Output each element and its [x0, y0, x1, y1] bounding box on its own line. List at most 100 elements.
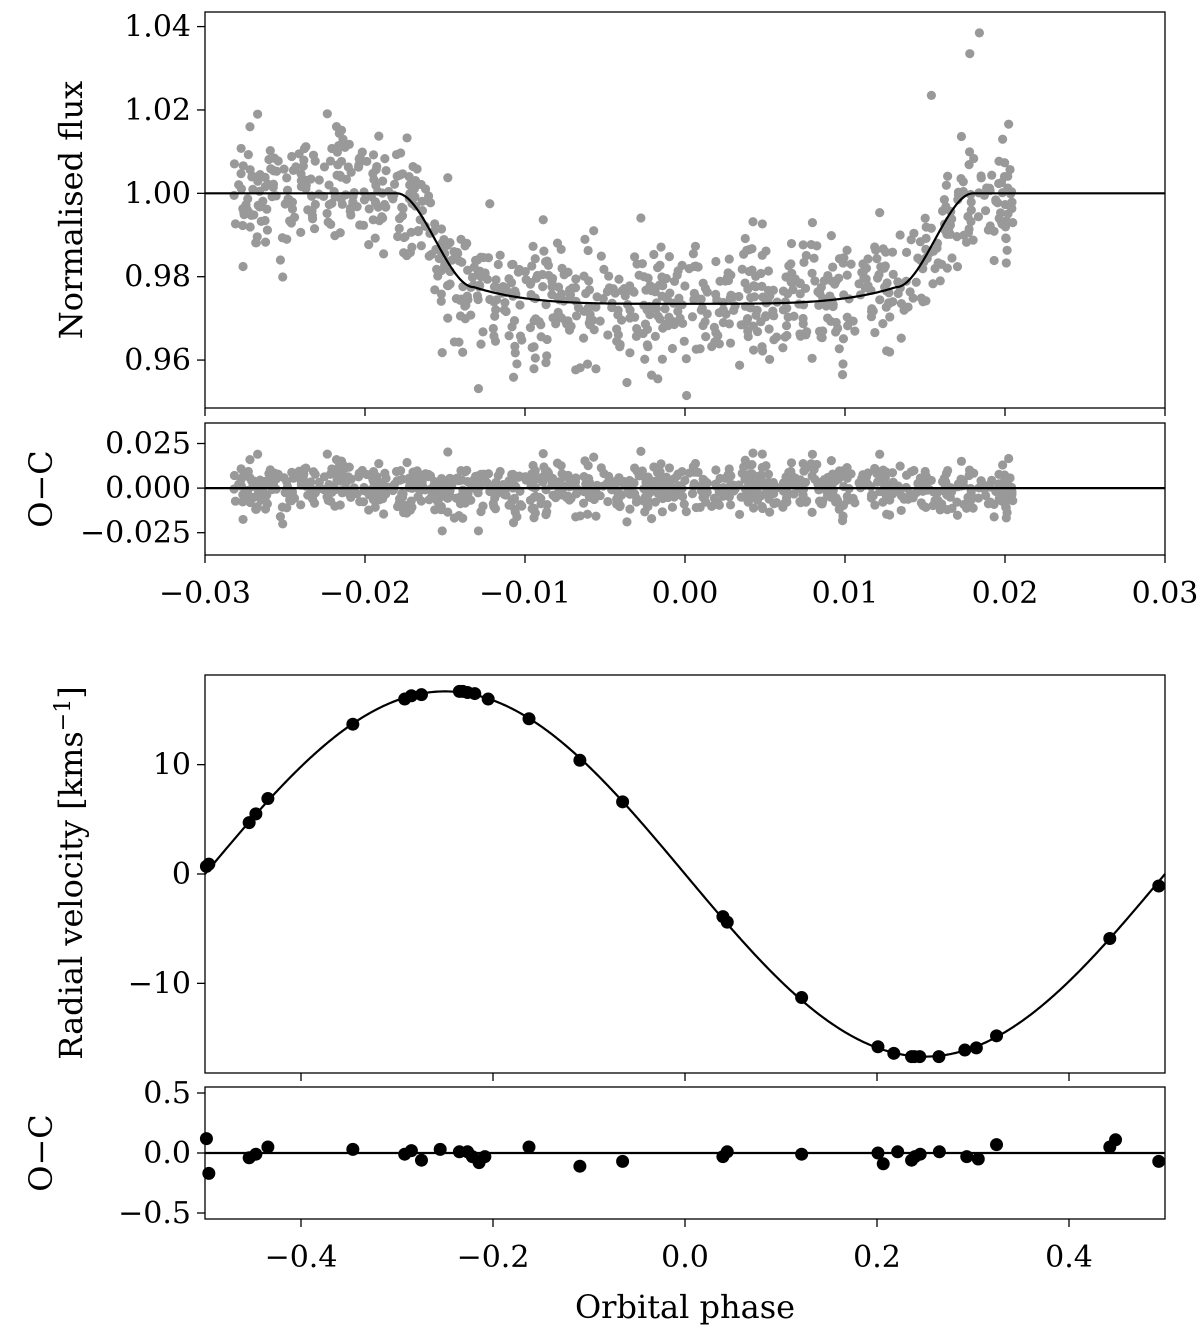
flux-point [807, 217, 818, 228]
flux-residual-point [542, 507, 552, 517]
flux-point [539, 246, 549, 256]
flux-point [234, 180, 244, 190]
rv-residual-point [932, 1145, 946, 1159]
flux-residual-point [230, 496, 241, 506]
flux-point [842, 312, 852, 322]
flux-point [926, 223, 936, 233]
flux-point [553, 307, 563, 317]
flux-point [664, 252, 675, 262]
flux-point [807, 268, 817, 278]
flux-point [809, 253, 819, 263]
flux-point [718, 317, 728, 328]
flux-residual-point [241, 488, 251, 498]
flux-point [756, 317, 766, 327]
flux-point [580, 234, 590, 244]
flux-residual-point [920, 466, 930, 477]
flux-point [515, 331, 526, 341]
flux-point [417, 196, 427, 206]
flux-residual-point [473, 526, 484, 536]
flux-point [285, 216, 295, 226]
flux-point [746, 293, 756, 303]
flux-point [1008, 218, 1018, 228]
rv-residual-point [522, 1140, 536, 1154]
flux-point [882, 346, 892, 356]
flux-point [441, 238, 452, 248]
flux-residual-point [495, 466, 505, 477]
flux-residual-point [275, 512, 286, 522]
flux-point [915, 237, 925, 247]
flux-point [828, 262, 838, 272]
flux-point [279, 164, 289, 174]
flux-point [476, 339, 486, 349]
flux-point [530, 353, 540, 363]
flux-point [772, 297, 782, 307]
flux-point [693, 262, 703, 272]
flux-point [968, 235, 978, 245]
flux-residual-point [509, 493, 520, 503]
flux-point [806, 239, 816, 250]
flux-point [751, 310, 761, 320]
flux-point [334, 140, 344, 151]
flux-point [571, 365, 581, 375]
flux-residual-point [424, 495, 434, 505]
flux-point [850, 326, 860, 336]
flux-point [592, 292, 602, 302]
flux-point [310, 156, 320, 166]
flux-point [589, 325, 599, 335]
flux-residual-point [534, 492, 544, 502]
flux-residual-point [786, 458, 797, 468]
rv-panel: −10 0 10 [128, 674, 1166, 1081]
flux-point [781, 321, 792, 331]
flux-residual-point [928, 487, 939, 497]
flux-residual-point [443, 447, 453, 457]
flux-point [996, 208, 1006, 218]
flux-residual-point [711, 465, 721, 475]
flux-residual-point [515, 499, 526, 510]
flux-residual-point [939, 473, 949, 483]
rv-points [199, 684, 1166, 1064]
flux-point [336, 125, 347, 135]
flux-point [322, 208, 332, 219]
flux-point [563, 316, 573, 326]
flux-point [942, 263, 952, 273]
flux-residual-point [434, 493, 445, 503]
flux-residual-point [748, 448, 758, 458]
flux-point [309, 224, 320, 234]
rv-residual-point [720, 1145, 734, 1159]
rv-point [932, 1050, 946, 1064]
flux-residual-point [690, 458, 701, 469]
flux-residual-point [881, 467, 891, 477]
flux-residual-point [625, 504, 635, 514]
flux-point [278, 272, 288, 282]
flux-point [939, 194, 949, 205]
flux-point [966, 205, 976, 215]
flux-point [842, 245, 852, 255]
flux-point [251, 238, 261, 248]
rv-model-curve [204, 690, 1166, 1058]
flux-point [920, 213, 930, 223]
flux-point [447, 255, 457, 265]
flux-point [470, 255, 481, 265]
flux-point [680, 281, 690, 291]
flux-residual-point [681, 507, 691, 517]
flux-point [714, 339, 724, 349]
flux-residual-point [722, 472, 733, 482]
flux-point [656, 242, 666, 252]
flux-residual-point [530, 466, 540, 476]
flux-point [722, 273, 733, 283]
flux-residual-point [807, 507, 817, 517]
flux-residual-point [460, 467, 470, 477]
flux-residual-point [245, 473, 255, 483]
flux-point [734, 360, 745, 370]
flux-point [238, 261, 248, 272]
flux-residual-point [711, 479, 721, 489]
flux-residual-point [413, 492, 423, 502]
rv-residual-point [478, 1150, 492, 1164]
flux-residual-point [255, 475, 265, 485]
flux-point [258, 196, 268, 206]
flux-point [369, 174, 379, 185]
flux-point [757, 219, 767, 229]
flux-point [267, 165, 277, 175]
rv-residual-point [971, 1152, 985, 1166]
flux-residual-point [718, 491, 728, 501]
